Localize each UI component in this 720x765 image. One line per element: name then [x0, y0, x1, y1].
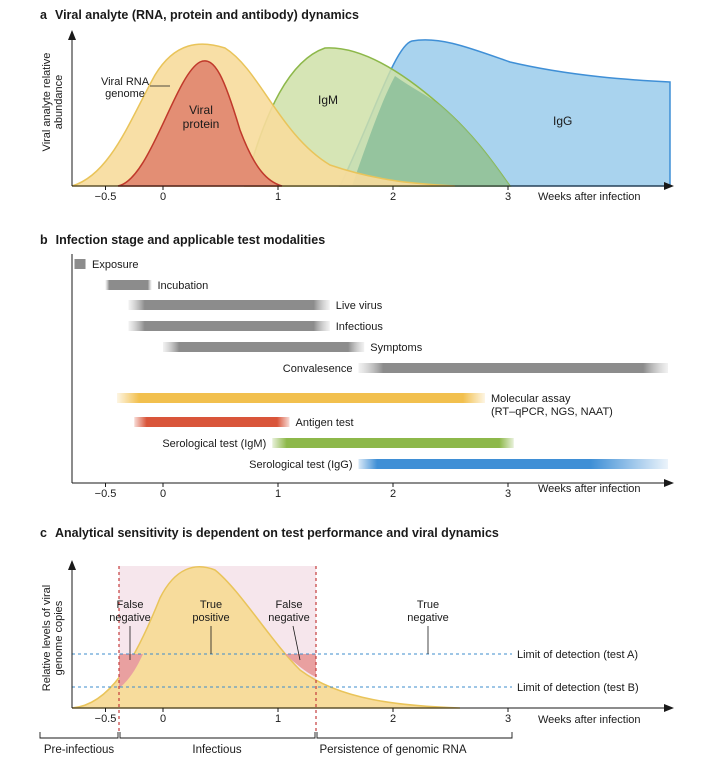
bar-antigen-test — [134, 417, 290, 427]
panel-c-tick-label: 3 — [505, 713, 511, 725]
panel-c-tick-label: 0 — [160, 713, 166, 725]
pre-infectious-bracket — [39, 732, 119, 739]
phase-pre-infectious: Pre-infectious — [44, 744, 115, 756]
panel-a-ylabel-1: Viral analyte relative — [41, 53, 53, 152]
phase-infectious: Infectious — [192, 744, 241, 756]
panel-c-title-text: Analytical sensitivity is dependent on t… — [54, 526, 499, 540]
panel-a-chart: −0.5 0 1 2 3 Viral analyte relative abundanc… — [41, 30, 674, 203]
bar-incubation — [105, 280, 152, 290]
panel-a-tick-label: 3 — [505, 191, 511, 203]
panel-c-ylabel-2: genome copies — [53, 600, 65, 675]
panel-b-tick-label: 2 — [390, 488, 396, 500]
igg-label: IgG — [553, 114, 572, 128]
panel-b-xlabel: Weeks after infection — [538, 483, 641, 495]
true-positive-label-1: True — [200, 599, 222, 611]
panel-a-tick-label: 1 — [275, 191, 281, 203]
viral-protein-label-1: Viral — [189, 103, 213, 117]
panel-b-x-arrow — [664, 479, 674, 487]
bar-label-serological-test-igm: Serological test (IgM) — [162, 438, 266, 450]
panel-c-tick-label: −0.5 — [95, 713, 117, 725]
bar-label-antigen-test: Antigen test — [296, 417, 354, 429]
panel-a-y-arrow — [68, 30, 76, 40]
lod-test-b-label: Limit of detection (test B) — [517, 682, 639, 694]
panel-c-chart: Limit of detection (test A) Limit of det… — [39, 560, 674, 756]
igm-label: IgM — [318, 93, 338, 107]
bar-serological-test-igg — [358, 459, 668, 469]
false-negative-right-leader — [292, 625, 301, 661]
panel-a-title-text: Viral analyte (RNA, protein and antibody… — [54, 8, 359, 22]
panel-c-x-arrow — [664, 704, 674, 712]
bar-label-serological-test-igg: Serological test (IgG) — [249, 459, 352, 471]
persistence-bracket — [316, 732, 513, 739]
bar-label-molecular-assay: Molecular assay — [491, 393, 571, 405]
panel-a-xlabel: Weeks after infection — [538, 191, 641, 203]
panel-a-tick-label: −0.5 — [95, 191, 117, 203]
true-positive-label-2: positive — [192, 612, 229, 624]
bar-molecular-assay — [117, 393, 485, 403]
true-negative-label-1: True — [417, 599, 439, 611]
panel-b-tick-label: 1 — [275, 488, 281, 500]
bar-exposure — [74, 259, 86, 269]
panel-c-tick-label: 2 — [390, 713, 396, 725]
panel-a-ylabel-2: abundance — [53, 75, 65, 129]
panel-c-ylabel-1: Relative levels of viral — [41, 585, 53, 691]
viral-protein-label-2: protein — [183, 117, 220, 131]
panel-b-chart: Exposure Incubation Live virus Infectious Sy… — [71, 254, 674, 500]
bar-label-convalesence: Convalesence — [283, 363, 353, 375]
viral-rna-label-1: Viral RNA — [101, 76, 150, 88]
bar-label-exposure: Exposure — [92, 259, 138, 271]
infectious-bracket — [119, 732, 316, 739]
bar-sublabel-molecular-assay: (RT–qPCR, NGS, NAAT) — [491, 406, 613, 418]
panel-a-letter: a — [40, 8, 47, 22]
lod-test-a-label: Limit of detection (test A) — [517, 649, 638, 661]
false-negative-right-label-2: negative — [268, 612, 310, 624]
false-negative-left-region — [119, 654, 143, 688]
false-negative-right-label-1: False — [276, 599, 303, 611]
panel-b-tick-label: −0.5 — [95, 488, 117, 500]
viral-rna-label-2: genome — [105, 88, 145, 100]
bar-label-live-virus: Live virus — [336, 300, 383, 312]
bar-live-virus — [128, 300, 330, 310]
bar-serological-test-igm — [272, 438, 514, 448]
bar-label-symptoms: Symptoms — [370, 342, 422, 354]
true-negative-label-2: negative — [407, 612, 449, 624]
panel-b-letter: b — [40, 233, 48, 247]
bar-infectious — [128, 321, 330, 331]
bar-label-incubation: Incubation — [158, 280, 209, 292]
panel-b-title-text: Infection stage and applicable test moda… — [55, 233, 326, 247]
panel-a-tick-label: 0 — [160, 191, 166, 203]
panel-c-xlabel: Weeks after infection — [538, 714, 641, 726]
panel-a-tick-label: 2 — [390, 191, 396, 203]
false-negative-left-label-1: False — [117, 599, 144, 611]
panel-b-tick-label: 0 — [160, 488, 166, 500]
panel-c-y-arrow — [68, 560, 76, 570]
igm-igg-overlap — [352, 76, 510, 186]
bar-convalesence — [358, 363, 668, 373]
panel-a-x-arrow — [664, 182, 674, 190]
panel-b-title: b Infection stage and applicable test mod… — [40, 233, 325, 247]
panel-c-letter: c — [40, 526, 47, 540]
panel-b-tick-label: 3 — [505, 488, 511, 500]
panel-a-title: a Viral analyte (RNA, protein and antibod… — [40, 8, 359, 22]
bar-symptoms — [163, 342, 365, 352]
viral-protein-curve — [117, 60, 283, 187]
bar-label-infectious: Infectious — [336, 321, 384, 333]
false-negative-right-region — [285, 654, 316, 677]
false-negative-left-label-2: negative — [109, 612, 151, 624]
panel-c-tick-label: 1 — [275, 713, 281, 725]
phase-persistence: Persistence of genomic RNA — [319, 744, 466, 756]
panel-c-title: c Analytical sensitivity is dependent on … — [40, 526, 499, 540]
